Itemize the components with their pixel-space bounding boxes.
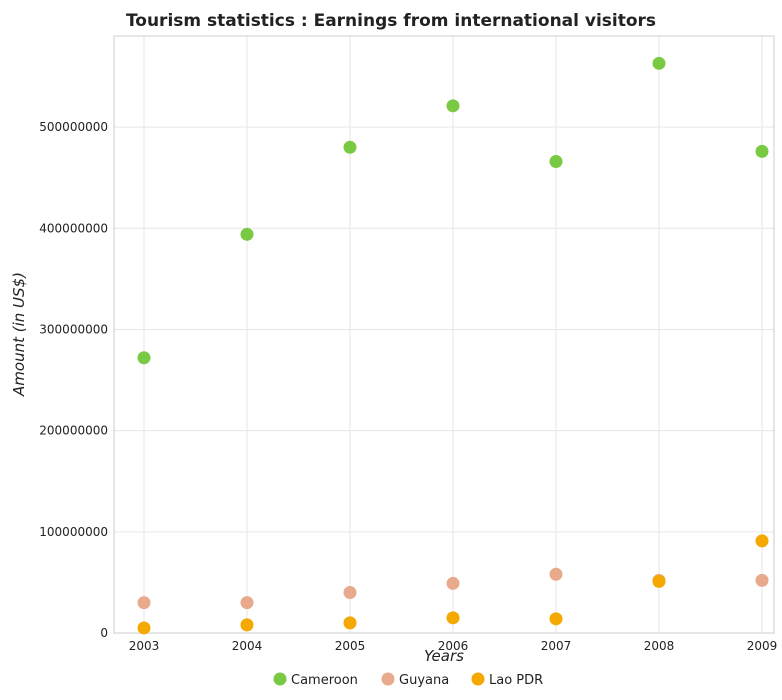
x-tick-label: 2006	[438, 639, 469, 653]
legend-marker	[273, 672, 287, 686]
data-point	[446, 99, 460, 113]
legend-label: Cameroon	[291, 673, 358, 688]
legend-label: Lao PDR	[489, 673, 543, 688]
x-axis-ticks: 2003 2004 2005 2006 2007 2008 2009	[129, 639, 778, 653]
legend-marker	[471, 672, 485, 686]
y-tick-label: 200000000	[39, 424, 108, 438]
x-tick-label: 2008	[644, 639, 675, 653]
gridlines	[114, 36, 774, 634]
series-cameroon	[137, 56, 769, 365]
legend-item: Lao PDR	[471, 672, 543, 688]
y-tick-label: 400000000	[39, 221, 108, 235]
data-point	[652, 574, 666, 588]
data-point	[137, 351, 151, 365]
y-tick-label: 100000000	[39, 525, 108, 539]
data-points	[137, 56, 769, 635]
legend-marker	[381, 672, 395, 686]
data-point	[755, 534, 769, 548]
legend-item: Guyana	[381, 672, 449, 688]
legend: Cameroon Guyana Lao PDR	[273, 672, 543, 688]
plot-area: 0 100000000 200000000 300000000 400000000 500…	[39, 35, 778, 653]
data-point	[240, 227, 254, 241]
data-point	[549, 612, 563, 626]
y-axis-ticks: 0 100000000 200000000 300000000 400000000 500…	[39, 120, 108, 640]
plot-frame	[113, 35, 775, 634]
x-tick-label: 2004	[232, 639, 263, 653]
data-point	[343, 140, 357, 154]
data-point	[549, 567, 563, 581]
data-point	[240, 618, 254, 632]
legend-item: Cameroon	[273, 672, 358, 688]
data-point	[549, 154, 563, 168]
y-axis-label: Amount (in US$)	[10, 272, 28, 397]
data-point	[755, 573, 769, 587]
x-tick-label: 2007	[541, 639, 572, 653]
legend-label: Guyana	[399, 673, 449, 688]
data-point	[240, 596, 254, 610]
data-point	[343, 616, 357, 630]
y-tick-label: 300000000	[39, 322, 108, 336]
x-tick-label: 2005	[335, 639, 366, 653]
data-point	[137, 596, 151, 610]
y-tick-label: 0	[100, 626, 108, 640]
x-tick-label: 2003	[129, 639, 160, 653]
data-point	[343, 586, 357, 600]
x-axis-label: Years	[424, 647, 464, 665]
data-point	[137, 621, 151, 635]
data-point	[446, 611, 460, 625]
chart-title: Tourism statistics : Earnings from inter…	[126, 11, 656, 31]
x-tick-label: 2009	[747, 639, 778, 653]
series-lao-pdr	[137, 534, 769, 635]
data-point	[755, 144, 769, 158]
y-tick-label: 500000000	[39, 120, 108, 134]
data-point	[652, 56, 666, 70]
data-point	[446, 576, 460, 590]
